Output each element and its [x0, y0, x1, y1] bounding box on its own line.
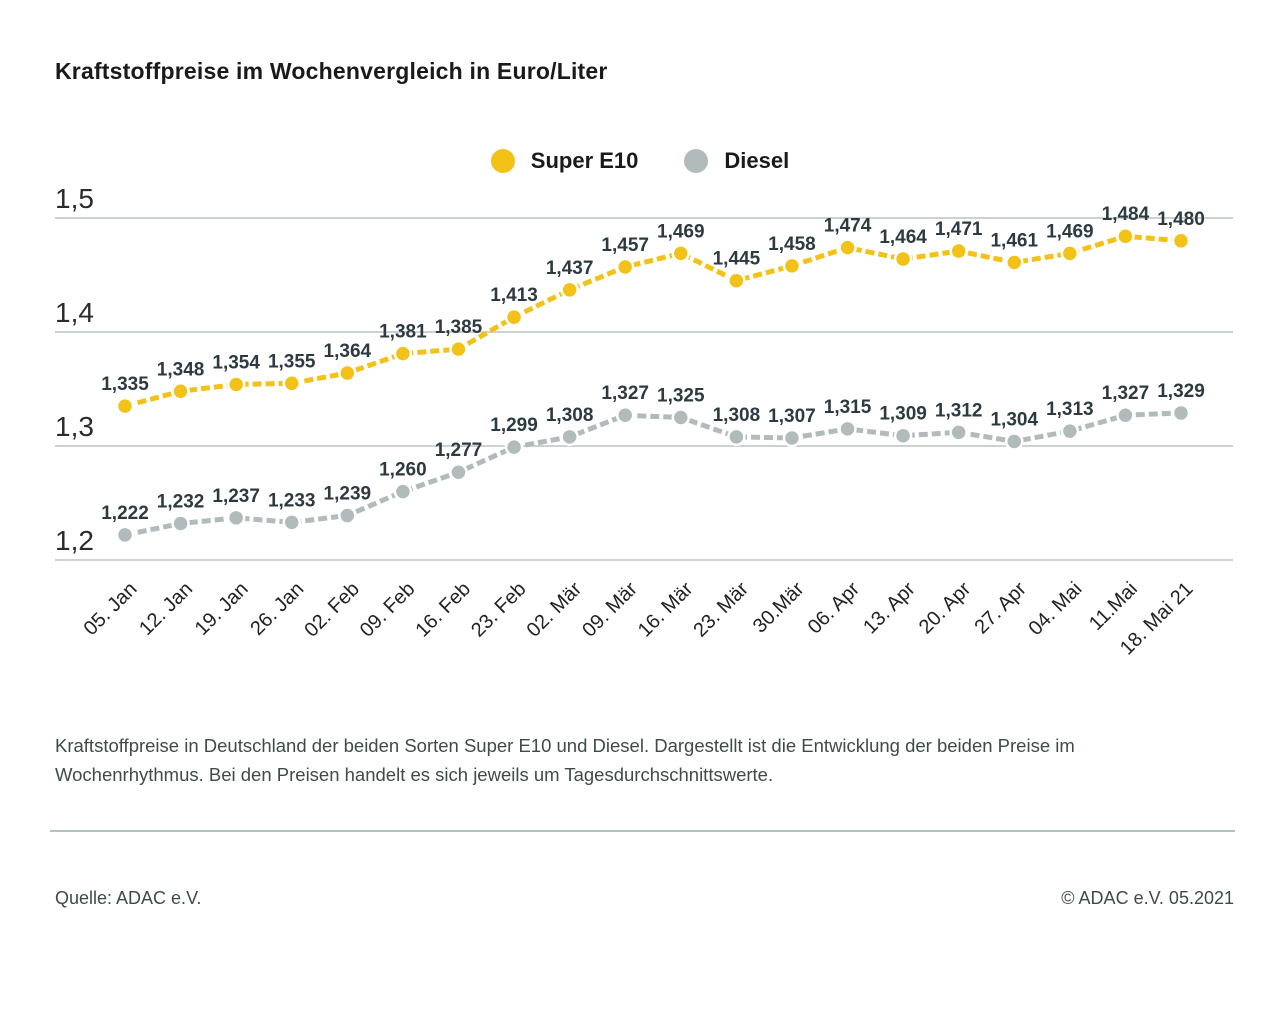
svg-text:1,260: 1,260	[379, 460, 427, 481]
svg-text:1,239: 1,239	[324, 484, 372, 505]
svg-text:1,480: 1,480	[1157, 209, 1205, 230]
svg-text:1,457: 1,457	[601, 235, 649, 256]
svg-text:1,299: 1,299	[490, 415, 538, 436]
svg-text:1,5: 1,5	[55, 183, 94, 214]
svg-text:1,445: 1,445	[713, 249, 761, 270]
svg-text:1,237: 1,237	[212, 486, 260, 507]
svg-text:1,354: 1,354	[212, 352, 260, 373]
svg-text:30.Mär: 30.Mär	[749, 578, 809, 638]
svg-text:1,484: 1,484	[1102, 204, 1150, 225]
svg-text:1,348: 1,348	[157, 359, 205, 380]
svg-text:1,233: 1,233	[268, 490, 316, 511]
source-text: Quelle: ADAC e.V.	[55, 888, 202, 908]
legend-label-diesel: Diesel	[724, 148, 790, 173]
svg-text:1,222: 1,222	[101, 503, 149, 524]
svg-text:1,232: 1,232	[157, 492, 205, 513]
svg-text:26. Jan: 26. Jan	[246, 578, 308, 640]
svg-text:09. Mär: 09. Mär	[578, 578, 642, 642]
legend-item-super-e10: Super E10	[490, 148, 639, 174]
svg-text:1,315: 1,315	[824, 397, 872, 418]
svg-text:16. Mär: 16. Mär	[634, 578, 698, 642]
svg-text:1,469: 1,469	[1046, 221, 1094, 242]
svg-text:1,464: 1,464	[879, 227, 927, 248]
svg-text:1,309: 1,309	[879, 404, 927, 425]
svg-text:16. Feb: 16. Feb	[411, 578, 475, 642]
svg-text:1,312: 1,312	[935, 400, 983, 421]
svg-text:23. Mär: 23. Mär	[689, 578, 753, 642]
svg-text:1,327: 1,327	[1102, 383, 1150, 404]
svg-text:1,304: 1,304	[990, 409, 1038, 430]
svg-text:1,325: 1,325	[657, 386, 705, 407]
footer-divider	[50, 830, 1235, 832]
svg-text:1,474: 1,474	[824, 216, 872, 237]
svg-text:13. Apr: 13. Apr	[859, 578, 920, 639]
svg-text:1,327: 1,327	[601, 383, 649, 404]
super-e10-dot-icon	[490, 149, 515, 173]
svg-text:1,381: 1,381	[379, 322, 427, 343]
chart-caption: Kraftstoffpreise in Deutschland der beid…	[55, 735, 1075, 785]
svg-text:1,355: 1,355	[268, 351, 316, 372]
svg-text:27. Apr: 27. Apr	[970, 578, 1031, 639]
svg-text:02. Feb: 02. Feb	[300, 578, 364, 642]
svg-text:04. Mai: 04. Mai	[1024, 578, 1086, 640]
svg-text:12. Jan: 12. Jan	[135, 578, 197, 640]
svg-text:1,461: 1,461	[990, 230, 1038, 251]
svg-text:1,4: 1,4	[55, 297, 94, 328]
svg-text:1,437: 1,437	[546, 258, 594, 279]
svg-text:09. Feb: 09. Feb	[356, 578, 420, 642]
svg-text:1,458: 1,458	[768, 234, 816, 255]
svg-text:1,313: 1,313	[1046, 399, 1094, 420]
svg-text:1,277: 1,277	[435, 440, 483, 461]
svg-text:1,3: 1,3	[55, 411, 94, 442]
svg-text:1,2: 1,2	[55, 525, 94, 556]
svg-text:02. Mär: 02. Mär	[523, 578, 587, 642]
svg-text:06. Apr: 06. Apr	[804, 578, 865, 639]
chart-legend: Super E10 Diesel	[0, 148, 1280, 174]
legend-item-diesel: Diesel	[684, 148, 789, 174]
svg-text:23. Feb: 23. Feb	[467, 578, 531, 642]
svg-text:1,471: 1,471	[935, 219, 983, 240]
svg-text:19. Jan: 19. Jan	[191, 578, 253, 640]
svg-text:1,308: 1,308	[713, 405, 761, 426]
svg-text:1,329: 1,329	[1157, 381, 1205, 402]
diesel-dot-icon	[684, 149, 709, 173]
svg-text:1,307: 1,307	[768, 406, 816, 427]
page-title: Kraftstoffpreise im Wochenvergleich in E…	[55, 58, 608, 84]
svg-text:1,364: 1,364	[324, 341, 372, 362]
copyright-text: © ADAC e.V. 05.2021	[1061, 888, 1234, 908]
svg-text:05. Jan: 05. Jan	[80, 578, 142, 640]
svg-text:1,308: 1,308	[546, 405, 594, 426]
svg-text:1,385: 1,385	[435, 317, 483, 338]
svg-text:1,469: 1,469	[657, 221, 705, 242]
svg-text:20. Apr: 20. Apr	[915, 578, 976, 639]
legend-label-super-e10: Super E10	[530, 148, 639, 173]
svg-text:1,335: 1,335	[101, 374, 149, 395]
svg-text:1,413: 1,413	[490, 285, 538, 306]
